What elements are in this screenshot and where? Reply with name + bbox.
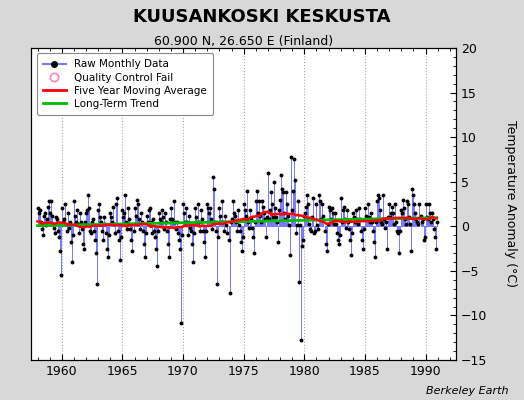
Text: Berkeley Earth: Berkeley Earth bbox=[426, 386, 508, 396]
Y-axis label: Temperature Anomaly (°C): Temperature Anomaly (°C) bbox=[504, 120, 517, 288]
Legend: Raw Monthly Data, Quality Control Fail, Five Year Moving Average, Long-Term Tren: Raw Monthly Data, Quality Control Fail, … bbox=[37, 53, 213, 115]
Text: KUUSANKOSKI KESKUSTA: KUUSANKOSKI KESKUSTA bbox=[133, 8, 391, 26]
Title: 60.900 N, 26.650 E (Finland): 60.900 N, 26.650 E (Finland) bbox=[154, 35, 333, 48]
